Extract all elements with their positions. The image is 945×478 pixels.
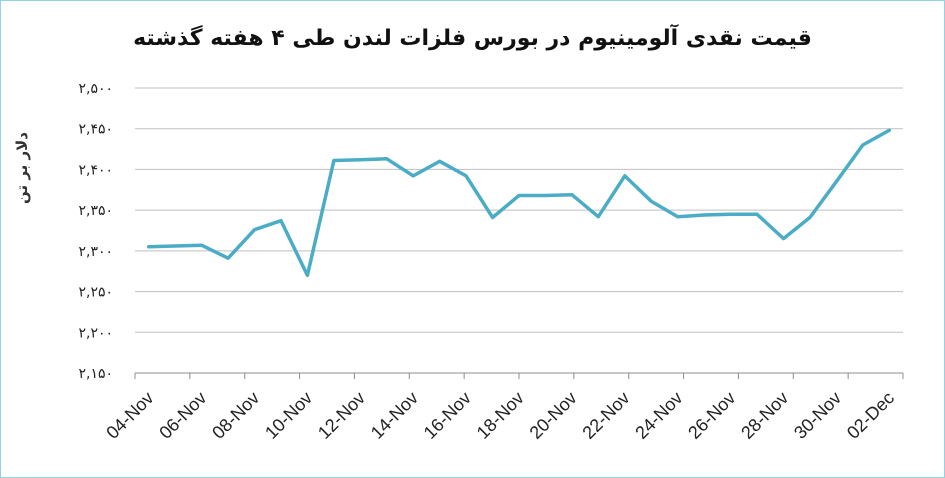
gridlines (135, 87, 903, 333)
series-group (146, 128, 892, 278)
x-tick-labels: 04-Nov06-Nov08-Nov10-Nov12-Nov14-Nov16-N… (102, 388, 898, 443)
x-tick-label: 30-Nov (790, 388, 845, 443)
y-tick-label: ۲,۵۰۰ (78, 81, 113, 97)
x-tick-label: 16-Nov (420, 388, 475, 443)
y-tick-label: ۲,۲۵۰ (78, 285, 113, 301)
axes (134, 372, 904, 379)
y-tick-label: ۲,۲۰۰ (78, 325, 113, 341)
x-tick-label: 02-Dec (843, 388, 898, 443)
x-tick-label: 18-Nov (473, 388, 528, 443)
x-tick-label: 14-Nov (367, 388, 422, 443)
x-tick-label: 20-Nov (526, 388, 581, 443)
x-tick-label: 08-Nov (208, 388, 263, 443)
x-tick-label: 22-Nov (578, 388, 633, 443)
x-tick-label: 06-Nov (155, 388, 210, 443)
y-tick-labels: ۲,۱۵۰ ۲,۲۰۰ ۲,۲۵۰ ۲,۳۰۰ ۲,۳۵۰ ۲,۴۰۰ ۲,۴۵۰ ۲,۵۰۰ (78, 81, 113, 382)
y-tick-label: ۲,۱۵۰ (78, 366, 113, 382)
x-tick-label: 24-Nov (631, 388, 686, 443)
y-tick-label: ۲,۳۰۰ (78, 244, 113, 260)
x-tick-label: 10-Nov (261, 388, 316, 443)
x-tick-label: 28-Nov (737, 388, 792, 443)
y-tick-label: ۲,۴۵۰ (78, 122, 113, 138)
x-tick-label: 12-Nov (314, 388, 369, 443)
x-tick-label: 04-Nov (102, 388, 157, 443)
series-line (146, 128, 892, 278)
chart-title: قیمت نقدی آلومینیوم در بورس فلزات لندن ط… (133, 26, 812, 51)
x-tick-label: 26-Nov (684, 388, 739, 443)
y-tick-label: ۲,۳۵۰ (78, 203, 113, 219)
y-tick-label: ۲,۴۰۰ (78, 162, 113, 178)
